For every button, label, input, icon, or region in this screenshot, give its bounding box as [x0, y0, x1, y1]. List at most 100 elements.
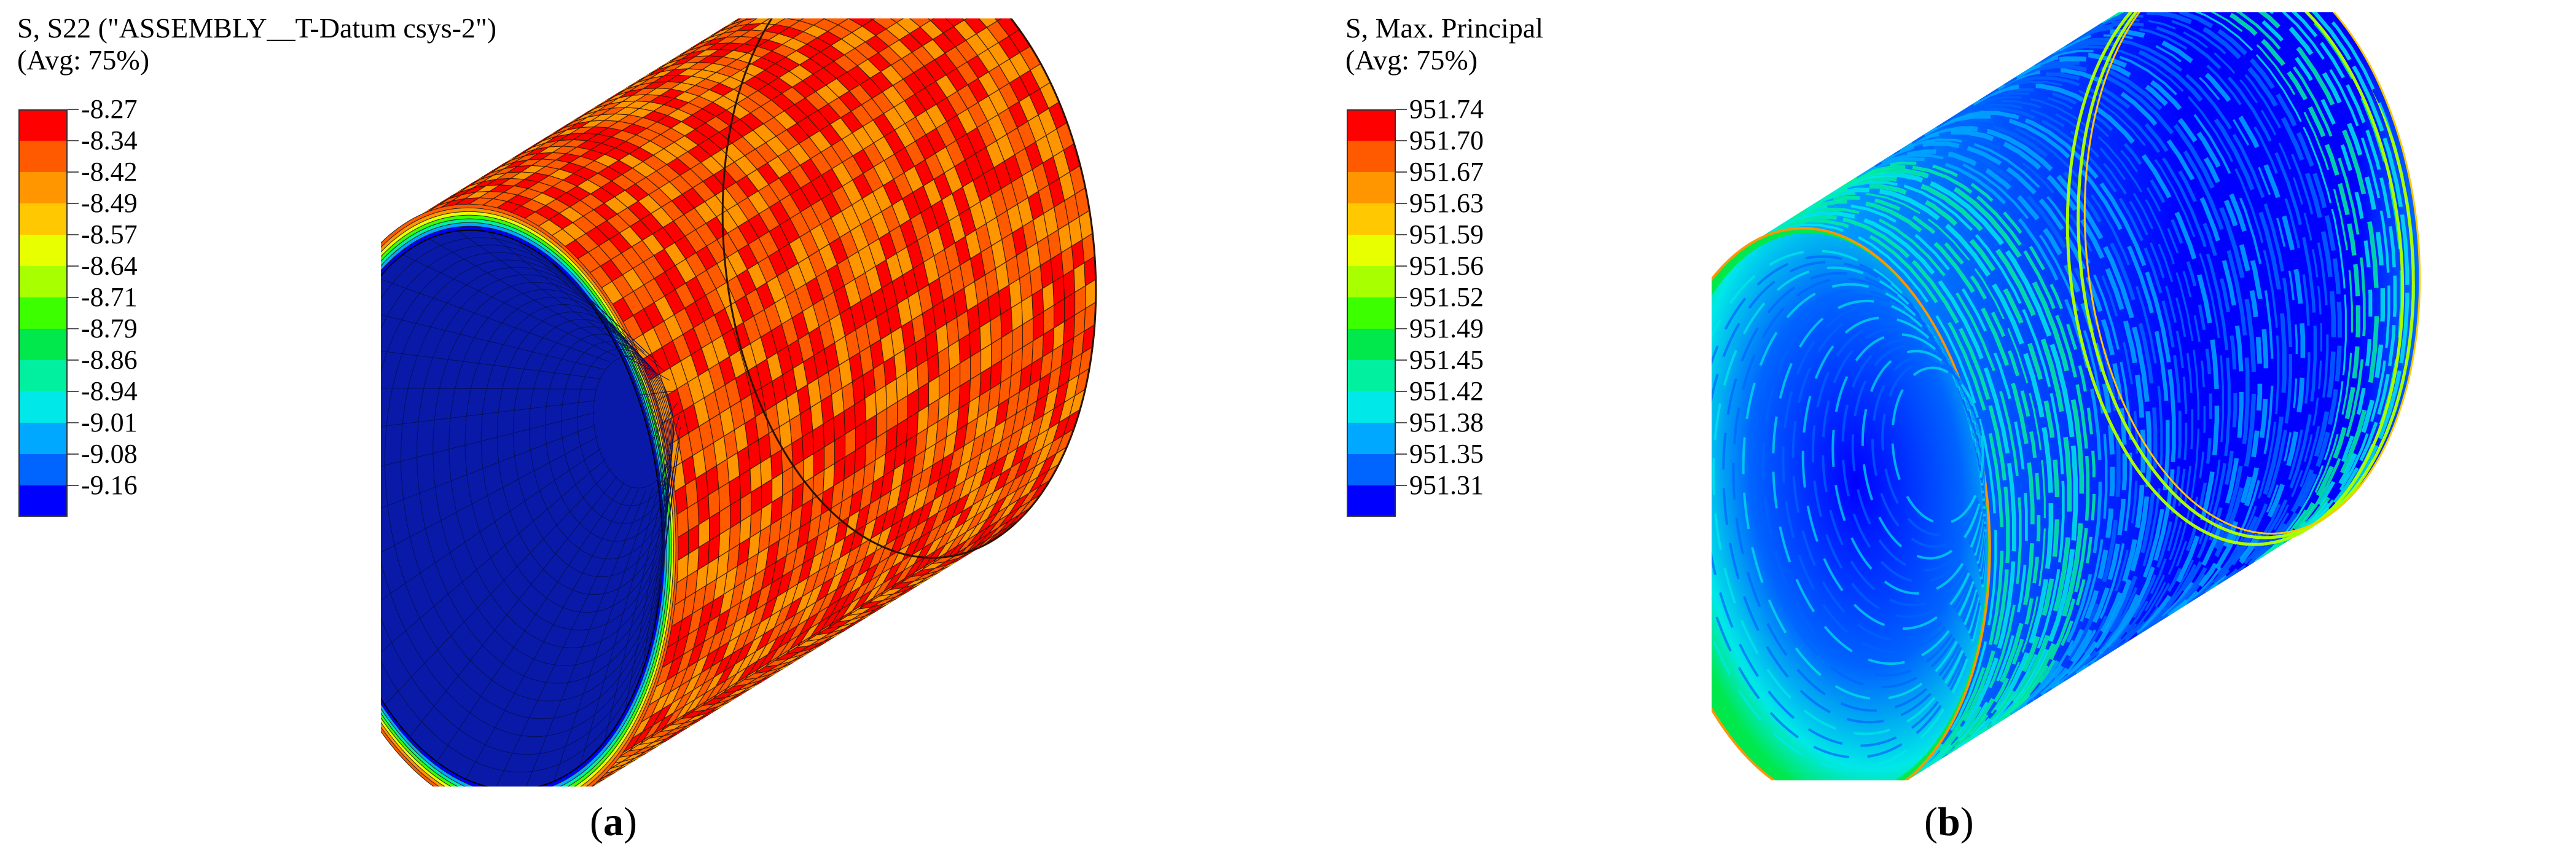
legend-value-a: -8.86 — [81, 345, 138, 375]
legend-tick-b — [1396, 485, 1407, 486]
legend-value-b: 951.42 — [1409, 376, 1484, 406]
caption-a-letter: a — [603, 799, 624, 844]
legend-value-a: -8.64 — [81, 251, 138, 281]
legend-swatch-a — [18, 423, 68, 454]
legend-tick-b — [1396, 297, 1407, 298]
legend-tick-a — [68, 485, 79, 486]
legend-tick-b — [1396, 203, 1407, 204]
legend-value-a: -8.42 — [81, 157, 138, 187]
caption-b-close: ) — [1960, 799, 1974, 844]
legend-value-b: 951.70 — [1409, 125, 1484, 155]
legend-tick-a — [68, 171, 79, 173]
legend-title-a: S, S22 ("ASSEMBLY__T-Datum csys-2") (Avg… — [17, 12, 496, 76]
legend-value-b: 951.31 — [1409, 470, 1484, 500]
legend-value-a: -9.16 — [81, 470, 138, 500]
legend-swatch-a — [18, 297, 68, 329]
legend-tick-a — [68, 203, 79, 204]
legend-value-b: 951.52 — [1409, 282, 1484, 312]
legend-swatch-b — [1347, 235, 1396, 266]
legend-tick-b — [1396, 328, 1407, 329]
legend-value-b: 951.49 — [1409, 313, 1484, 343]
legend-swatch-b — [1347, 141, 1396, 172]
legend-swatch-a — [18, 172, 68, 203]
cylinder-s22-contour-plot — [381, 18, 1097, 787]
legend-tick-b — [1396, 391, 1407, 392]
legend-title-line2-a: (Avg: 75%) — [17, 44, 150, 76]
color-legend-a: -8.27 -8.34 -8.42 -8.49 -8.57 -8.64 -8.71 -8.79… — [18, 96, 138, 517]
legend-title-b: S, Max. Principal (Avg: 75%) — [1345, 12, 1543, 76]
legend-swatch-a — [18, 329, 68, 360]
legend-swatch-b — [1347, 266, 1396, 297]
front-opening — [1712, 227, 1991, 780]
caption-a-close: ) — [623, 799, 637, 844]
legend-value-a: -8.94 — [81, 376, 138, 406]
legend-swatch-a — [18, 109, 68, 141]
legend-swatch-b — [1347, 203, 1396, 235]
caption-b-letter: b — [1937, 799, 1960, 844]
legend-value-a: -9.01 — [81, 407, 138, 437]
legend-value-a: -8.79 — [81, 313, 138, 343]
legend-swatch-b — [1347, 360, 1396, 391]
legend-tick-a — [68, 391, 79, 392]
panel-a: S, S22 ("ASSEMBLY__T-Datum csys-2") (Avg… — [17, 12, 1097, 845]
legend-value-a: -9.08 — [81, 439, 138, 469]
legend-value-b: 951.59 — [1409, 219, 1484, 249]
legend-tick-a — [68, 140, 79, 141]
legend-swatch-b — [1347, 454, 1396, 485]
legend-tick-b — [1396, 453, 1407, 455]
caption-a-open: ( — [590, 799, 603, 844]
legend-tick-a — [68, 328, 79, 329]
legend-value-b: 951.35 — [1409, 439, 1484, 469]
legend-value-b: 951.63 — [1409, 188, 1484, 218]
legend-value-b: 951.45 — [1409, 345, 1484, 375]
legend-tick-b — [1396, 234, 1407, 235]
legend-swatch-a — [18, 141, 68, 172]
legend-tick-b — [1396, 422, 1407, 423]
legend-swatch-a — [18, 485, 68, 517]
legend-swatch-b — [1347, 172, 1396, 203]
legend-tick-a — [68, 359, 79, 361]
legend-swatch-a — [18, 203, 68, 235]
legend-tick-b — [1396, 265, 1407, 267]
legend-title-line1-a: S, S22 ("ASSEMBLY__T-Datum csys-2") — [17, 12, 497, 44]
legend-swatch-a — [18, 266, 68, 297]
legend-swatch-b — [1347, 423, 1396, 454]
legend-swatch-a — [18, 235, 68, 266]
caption-b-open: ( — [1924, 799, 1938, 844]
cylinder-max-principal-contour-plot — [1712, 12, 2421, 780]
legend-tick-b — [1396, 359, 1407, 361]
legend-value-b: 951.67 — [1409, 157, 1484, 187]
legend-swatch-b — [1347, 391, 1396, 423]
legend-swatch-a — [18, 391, 68, 423]
legend-swatch-b — [1347, 109, 1396, 141]
legend-swatch-b — [1347, 485, 1396, 517]
legend-tick-b — [1396, 171, 1407, 173]
legend-swatch-b — [1347, 329, 1396, 360]
caption-b: (b) — [1924, 799, 1974, 845]
legend-title-line2-b: (Avg: 75%) — [1345, 44, 1478, 76]
legend-title-line1-b: S, Max. Principal — [1345, 12, 1543, 44]
legend-value-a: -8.49 — [81, 188, 138, 218]
panel-b: S, Max. Principal (Avg: 75%) 951.74 951.7… — [1288, 0, 2576, 867]
legend-tick-a — [68, 265, 79, 267]
inner-bore-mesh — [381, 229, 681, 787]
legend-value-b: 951.38 — [1409, 407, 1484, 437]
legend-value-b: 951.74 — [1409, 94, 1484, 124]
legend-swatch-a — [18, 360, 68, 391]
legend-value-a: -8.57 — [81, 219, 138, 249]
legend-tick-b — [1396, 140, 1407, 141]
caption-a: (a) — [590, 799, 637, 845]
legend-tick-a — [68, 297, 79, 298]
legend-tick-a — [68, 234, 79, 235]
legend-swatch-b — [1347, 297, 1396, 329]
legend-value-a: -8.71 — [81, 282, 138, 312]
legend-tick-b — [1396, 109, 1407, 110]
legend-tick-a — [68, 453, 79, 455]
legend-tick-a — [68, 109, 79, 110]
legend-tick-a — [68, 422, 79, 423]
legend-value-b: 951.56 — [1409, 251, 1484, 281]
legend-value-a: -8.27 — [81, 94, 138, 124]
legend-value-a: -8.34 — [81, 125, 138, 155]
color-legend-b: 951.74 951.70 951.67 951.63 951.59 951.56 951.… — [1347, 96, 1484, 517]
legend-swatch-a — [18, 454, 68, 485]
